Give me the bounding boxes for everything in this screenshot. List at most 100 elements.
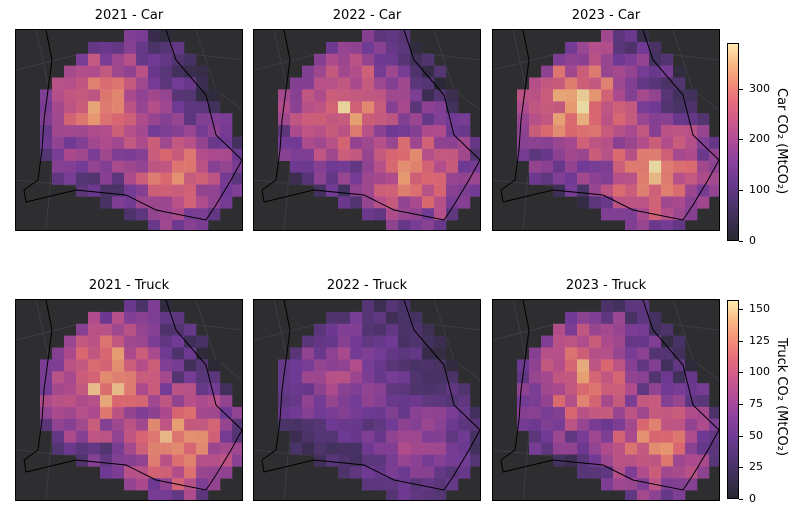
heatmap-cell <box>553 77 566 90</box>
panel-title: 2021 - Car <box>94 8 164 23</box>
heatmap-cell <box>577 323 590 336</box>
heatmap-cell <box>88 430 101 443</box>
heatmap-cell <box>589 160 602 173</box>
heatmap-cell <box>458 418 471 431</box>
heatmap-cell <box>685 478 698 491</box>
heatmap-cell <box>100 184 113 197</box>
heatmap-cell <box>446 383 459 396</box>
heatmap-cell <box>398 442 411 455</box>
heatmap-cell <box>589 359 602 372</box>
colorbar-tick-label: 300 <box>749 81 770 95</box>
heatmap-cell <box>565 172 578 185</box>
heatmap-cell <box>208 89 221 102</box>
heatmap-cell <box>446 208 459 221</box>
heatmap-cell <box>148 65 161 78</box>
heatmap-cell <box>589 466 602 479</box>
heatmap-cell <box>148 125 161 138</box>
heatmap-cell <box>601 77 614 90</box>
heatmap-cell <box>517 89 530 102</box>
heatmap-cell <box>184 172 197 185</box>
heatmap-cell <box>625 478 638 491</box>
heatmap-cell <box>649 41 662 55</box>
heatmap-cell <box>136 454 149 467</box>
heatmap-cell <box>326 454 339 467</box>
heatmap-cell <box>541 160 554 173</box>
heatmap-cell <box>208 418 221 431</box>
heatmap-cell <box>637 395 650 408</box>
heatmap-cell <box>685 160 698 173</box>
heatmap-cell <box>338 41 351 55</box>
heatmap-cell <box>529 113 542 126</box>
heatmap-cell <box>112 430 125 443</box>
heatmap-cell <box>100 347 113 360</box>
heatmap-cell <box>148 148 161 161</box>
heatmap-cell <box>422 466 435 479</box>
heatmap-cell <box>685 418 698 431</box>
heatmap-cell <box>446 454 459 467</box>
heatmap-cell <box>350 418 363 431</box>
colorbar-tick-label: 100 <box>749 365 770 379</box>
heatmap-cell <box>76 359 89 372</box>
heatmap-cell <box>649 371 662 384</box>
heatmap-cell <box>434 136 447 150</box>
heatmap-cell <box>434 347 447 360</box>
heatmap-cell <box>386 442 399 455</box>
heatmap-cell <box>172 113 185 126</box>
heatmap-cell <box>232 172 242 185</box>
heatmap-cell <box>160 41 173 55</box>
heatmap-cell <box>88 53 101 66</box>
heatmap-cell <box>625 101 638 114</box>
heatmap-cell <box>386 136 399 150</box>
heatmap-cell <box>685 113 698 126</box>
heatmap-cell <box>232 160 242 173</box>
heatmap-cell <box>422 454 435 467</box>
heatmap-cell <box>589 395 602 408</box>
heatmap-cell <box>362 160 375 173</box>
heatmap-cell <box>76 136 89 150</box>
heatmap-cell <box>184 335 197 348</box>
heatmap-cell <box>613 208 626 221</box>
heatmap-cell <box>350 383 363 396</box>
heatmap-cell <box>685 406 698 420</box>
heatmap-cell <box>172 347 185 360</box>
heatmap-cell <box>601 30 614 43</box>
heatmap-cell <box>208 478 221 491</box>
heatmap-cell <box>470 442 480 455</box>
heatmap-cell <box>661 490 674 500</box>
heatmap-cell <box>673 89 686 102</box>
heatmap-cell <box>76 418 89 431</box>
heatmap-cell <box>398 406 411 420</box>
heatmap-cell <box>374 335 387 348</box>
heatmap-cell <box>577 65 590 78</box>
heatmap-cell <box>124 136 137 150</box>
heatmap-cell <box>64 136 77 150</box>
heatmap-cell <box>160 478 173 491</box>
heatmap-cell <box>314 430 327 443</box>
heatmap-cell <box>565 395 578 408</box>
heatmap-cell <box>673 430 686 443</box>
heatmap-cell <box>184 208 197 221</box>
heatmap-cell <box>338 89 351 102</box>
heatmap-cell <box>184 406 197 420</box>
heatmap-cell <box>434 148 447 161</box>
heatmap-cell <box>398 208 411 221</box>
heatmap-cell <box>52 406 65 420</box>
heatmap-cell <box>410 323 423 336</box>
heatmap-cell <box>470 160 480 173</box>
heatmap-cell <box>446 172 459 185</box>
heatmap-cell <box>529 148 542 161</box>
heatmap-cell <box>112 77 125 90</box>
heatmap-cell <box>136 53 149 66</box>
heatmap-cell <box>148 184 161 197</box>
heatmap-cell <box>613 53 626 66</box>
heatmap-cell <box>541 335 554 348</box>
heatmap-cell <box>290 136 303 150</box>
heatmap-cell <box>601 371 614 384</box>
heatmap-cell <box>386 148 399 161</box>
heatmap-cell <box>362 172 375 185</box>
heatmap-cell <box>290 160 303 173</box>
heatmap-cell <box>148 311 161 325</box>
heatmap-cell <box>124 442 137 455</box>
heatmap-cell <box>613 125 626 138</box>
heatmap-cell <box>709 136 719 150</box>
